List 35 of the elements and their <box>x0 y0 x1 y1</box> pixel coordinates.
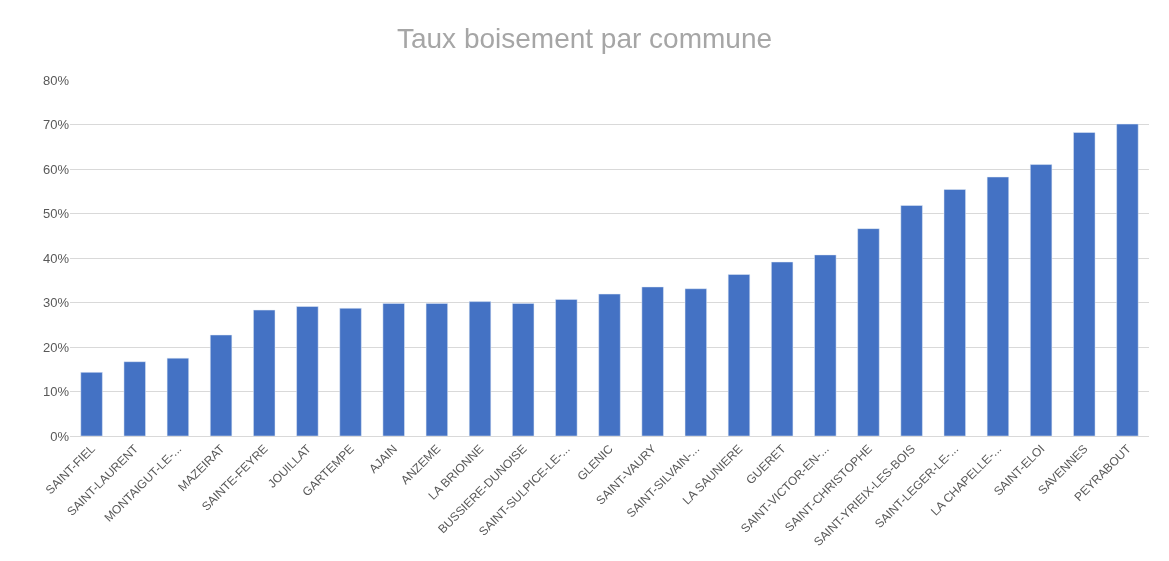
bar <box>382 303 405 436</box>
y-tick-label: 50% <box>42 206 70 222</box>
bar <box>857 228 880 436</box>
bar <box>1030 164 1053 436</box>
bar <box>253 309 276 436</box>
bar <box>1116 123 1139 436</box>
y-tick-label: 60% <box>42 161 70 177</box>
bar <box>425 303 448 436</box>
y-tick-label: 10% <box>42 384 70 400</box>
bar <box>123 361 146 436</box>
bar <box>1073 132 1096 436</box>
bar <box>468 301 492 436</box>
bar <box>166 357 189 436</box>
y-tick-label: 80% <box>42 72 70 88</box>
bar <box>512 303 535 436</box>
bar <box>727 274 751 436</box>
y-tick-label: 30% <box>42 295 70 311</box>
bar <box>900 205 923 436</box>
y-tick-label: 0% <box>50 428 70 444</box>
chart-title: Taux boisement par commune <box>396 22 773 54</box>
bar <box>598 293 621 436</box>
y-tick-label: 70% <box>42 117 70 133</box>
bar <box>641 286 664 436</box>
bar <box>771 261 794 436</box>
bar <box>339 308 362 436</box>
bar <box>986 176 1009 436</box>
bar <box>210 334 233 436</box>
bar <box>80 372 103 436</box>
y-tick-label: 20% <box>42 339 70 355</box>
bar <box>555 299 578 436</box>
bar <box>684 288 707 436</box>
bar <box>296 306 319 436</box>
y-tick-label: 40% <box>42 250 70 266</box>
bar <box>814 254 837 436</box>
bar <box>943 189 966 436</box>
